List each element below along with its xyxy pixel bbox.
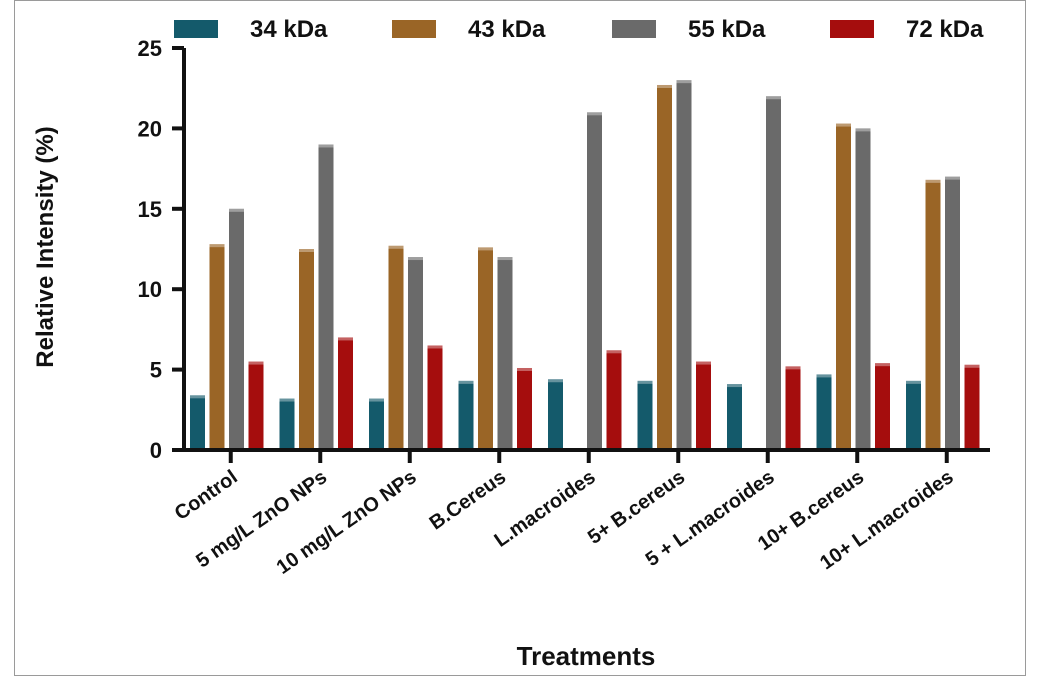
- bar: [299, 249, 314, 450]
- bar: [427, 345, 443, 450]
- bar: [408, 257, 423, 450]
- bar: [458, 380, 474, 450]
- legend-swatch: [830, 20, 874, 38]
- bar-cap: [209, 244, 225, 248]
- bar: [279, 398, 295, 450]
- bar-cap: [587, 112, 602, 116]
- x-tick-label: Control: [171, 466, 242, 525]
- bar: [388, 245, 404, 450]
- bar-cap: [925, 179, 941, 183]
- bar-cap: [478, 247, 493, 251]
- legend-label: 34 kDa: [250, 16, 328, 43]
- bar: [657, 84, 672, 450]
- bar-cap: [836, 123, 851, 127]
- bar: [727, 384, 742, 450]
- bar: [676, 80, 692, 450]
- bar-cap: [696, 361, 711, 365]
- legend-label: 72 kDa: [906, 16, 984, 43]
- bar-cap: [766, 96, 781, 100]
- bar-cap: [906, 380, 921, 384]
- bar-cap: [497, 257, 513, 261]
- bars: [190, 80, 980, 451]
- bar: [369, 398, 384, 450]
- y-tick-label: 10: [138, 277, 162, 302]
- bar-cap: [816, 374, 832, 378]
- bar-cap: [229, 208, 244, 212]
- legend-swatch: [612, 20, 656, 38]
- bar-cap: [676, 80, 692, 84]
- bar: [318, 144, 334, 451]
- bar: [785, 366, 801, 450]
- bar: [816, 374, 832, 450]
- bar: [190, 395, 205, 450]
- y-axis: 0 5 10 15 20 25: [138, 36, 186, 463]
- bar-cap: [875, 363, 890, 367]
- bar-cap: [338, 337, 353, 341]
- bar-cap: [318, 144, 334, 148]
- x-tick-label: B.Cereus: [426, 466, 511, 534]
- bar: [875, 363, 890, 450]
- legend-swatch: [174, 20, 218, 38]
- bar: [338, 337, 353, 450]
- bar-cap: [945, 176, 960, 180]
- y-tick-label: 5: [150, 358, 162, 383]
- bar: [497, 257, 513, 450]
- bar-cap: [279, 398, 295, 402]
- bar-cap: [299, 249, 314, 252]
- legend-label: 43 kDa: [468, 16, 546, 43]
- bar-cap: [657, 84, 672, 88]
- bar-cap: [190, 395, 205, 399]
- x-axis-title: Treatments: [517, 641, 656, 671]
- legend-label: 55 kDa: [688, 16, 766, 43]
- bar-cap: [427, 345, 443, 349]
- x-tick-label: L.macroides: [490, 466, 599, 552]
- bar-cap: [248, 361, 264, 365]
- bar: [548, 379, 563, 450]
- bar: [517, 367, 532, 450]
- bar: [925, 179, 941, 450]
- bar-cap: [548, 379, 563, 383]
- bar-cap: [458, 380, 474, 384]
- bar-cap: [964, 364, 980, 368]
- bar: [696, 361, 711, 450]
- bar: [209, 244, 225, 450]
- bar: [478, 247, 493, 450]
- bar-cap: [369, 398, 384, 402]
- bar: [637, 380, 653, 450]
- legend: 34 kDa 43 kDa 55 kDa 72 kDa: [174, 16, 984, 43]
- bar-cap: [785, 366, 801, 370]
- bar-cap: [637, 380, 653, 384]
- bar-cap: [517, 367, 532, 371]
- bar-cap: [408, 257, 423, 261]
- bar: [945, 176, 960, 450]
- bar-cap: [727, 384, 742, 388]
- bar-cap: [388, 245, 404, 249]
- bar: [964, 364, 980, 450]
- bar: [836, 123, 851, 451]
- y-axis-title: Relative Intensity (%): [32, 126, 59, 367]
- bar: [248, 361, 264, 450]
- bar: [766, 96, 781, 451]
- bar: [855, 128, 871, 450]
- y-tick-label: 0: [150, 438, 162, 463]
- y-tick-label: 20: [138, 116, 162, 141]
- bar: [906, 380, 921, 450]
- bar: [606, 350, 622, 450]
- bar: [229, 208, 244, 450]
- bar-cap: [606, 350, 622, 354]
- bar: [587, 112, 602, 450]
- legend-swatch: [392, 20, 436, 38]
- y-tick-label: 25: [138, 36, 162, 61]
- y-tick-label: 15: [138, 197, 162, 222]
- bar-cap: [855, 128, 871, 132]
